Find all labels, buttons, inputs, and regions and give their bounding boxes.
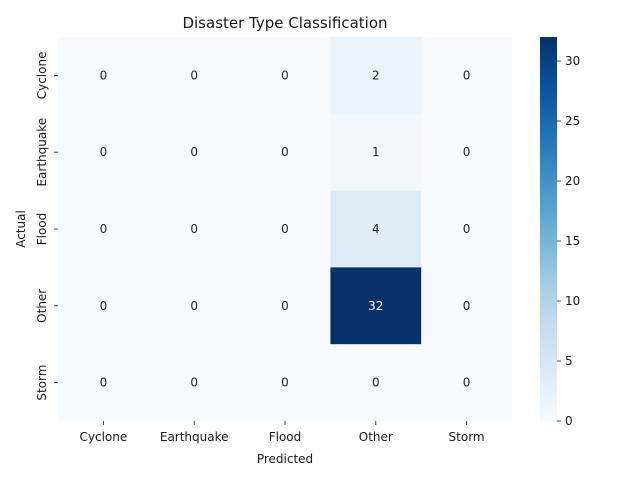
y-tick-label: Other <box>35 289 49 323</box>
colorbar-tick-label: 10 <box>565 294 580 308</box>
y-tick-label: Earthquake <box>35 118 49 187</box>
x-tick-label: Flood <box>269 430 302 444</box>
y-tick-label: Storm <box>35 365 49 401</box>
colorbar-tick-label: 25 <box>565 114 580 128</box>
heatmap-cell <box>239 37 331 115</box>
heatmap-cell <box>148 344 241 422</box>
heatmap-cell <box>239 344 331 422</box>
heatmap-cell <box>58 267 150 345</box>
x-tick-label: Cyclone <box>80 430 128 444</box>
heatmap-cell-value: 0 <box>281 376 289 390</box>
heatmap-cell <box>330 267 422 345</box>
heatmap-cell-value: 0 <box>100 68 108 82</box>
heatmap-cell-value: 0 <box>463 68 471 82</box>
colorbar-tick-label: 20 <box>565 174 580 188</box>
heatmap-cell-value: 0 <box>190 299 198 313</box>
heatmap-cell-value: 4 <box>372 222 380 236</box>
colorbar-tick-label: 30 <box>565 54 580 68</box>
heatmap-cell-value: 0 <box>281 299 289 313</box>
heatmap-cell-value: 0 <box>463 376 471 390</box>
x-tick-label: Other <box>359 430 393 444</box>
heatmap-cell-value: 0 <box>190 68 198 82</box>
heatmap-cell-value: 0 <box>100 376 108 390</box>
x-tick-label: Earthquake <box>160 430 229 444</box>
x-axis-label: Predicted <box>257 452 313 466</box>
heatmap-cell-value: 0 <box>281 68 289 82</box>
y-axis-label: Actual <box>14 210 28 248</box>
heatmap-cell-value: 0 <box>281 145 289 159</box>
y-tick-label: Flood <box>35 213 49 246</box>
heatmap-cell <box>330 344 422 422</box>
heatmap-cell <box>58 190 150 268</box>
heatmap-cell <box>239 190 331 268</box>
heatmap-cell <box>58 113 150 192</box>
heatmap-cell-labels: 0 0 0 2 0 0 0 0 1 0 0 0 0 4 0 0 0 0 32 0 0 0 0 0 0 <box>100 68 471 389</box>
heatmap-cells <box>58 37 513 422</box>
y-tick-label: Cyclone <box>35 52 49 100</box>
chart-title: Disaster Type Classification <box>182 14 387 32</box>
heatmap-cell-value: 32 <box>368 299 383 313</box>
heatmap-cell <box>330 190 422 268</box>
heatmap-cell <box>239 267 331 345</box>
x-tick-label: Storm <box>449 430 485 444</box>
heatmap-cell-value: 0 <box>100 299 108 313</box>
heatmap-cell <box>148 267 241 345</box>
heatmap-cell-value: 0 <box>372 376 380 390</box>
heatmap-cell-value: 0 <box>190 222 198 236</box>
colorbar-ticks: 0 5 10 15 20 25 30 <box>557 54 580 428</box>
heatmap-cell-value: 2 <box>372 68 380 82</box>
heatmap-cell <box>421 267 513 345</box>
x-axis-ticks: Cyclone Earthquake Flood Other Storm <box>80 421 485 444</box>
colorbar-tick-label: 15 <box>565 234 580 248</box>
heatmap-cell-value: 0 <box>100 145 108 159</box>
heatmap-cell <box>58 37 150 115</box>
y-axis-ticks: Cyclone Earthquake Flood Other Storm <box>35 52 58 401</box>
heatmap-cell <box>58 344 150 422</box>
heatmap-cell <box>421 190 513 268</box>
heatmap-cell-value: 1 <box>372 145 380 159</box>
heatmap-cell <box>148 37 241 115</box>
heatmap-cell-value: 0 <box>190 145 198 159</box>
heatmap-cell <box>421 344 513 422</box>
colorbar-tick-label: 0 <box>565 414 573 428</box>
heatmap-cell <box>148 190 241 268</box>
heatmap-cell <box>421 37 513 115</box>
heatmap-cell-value: 0 <box>463 222 471 236</box>
heatmap-cell-value: 0 <box>463 299 471 313</box>
heatmap-cell-value: 0 <box>281 222 289 236</box>
heatmap-cell <box>330 113 422 192</box>
colorbar-tick-label: 5 <box>565 354 573 368</box>
heatmap-cell <box>148 113 241 192</box>
heatmap-cell-value: 0 <box>463 145 471 159</box>
heatmap-cell <box>239 113 331 192</box>
heatmap-cell-value: 0 <box>100 222 108 236</box>
heatmap-cell <box>330 37 422 115</box>
heatmap-cell <box>421 113 513 192</box>
colorbar <box>540 37 557 421</box>
heatmap-cell-value: 0 <box>190 376 198 390</box>
